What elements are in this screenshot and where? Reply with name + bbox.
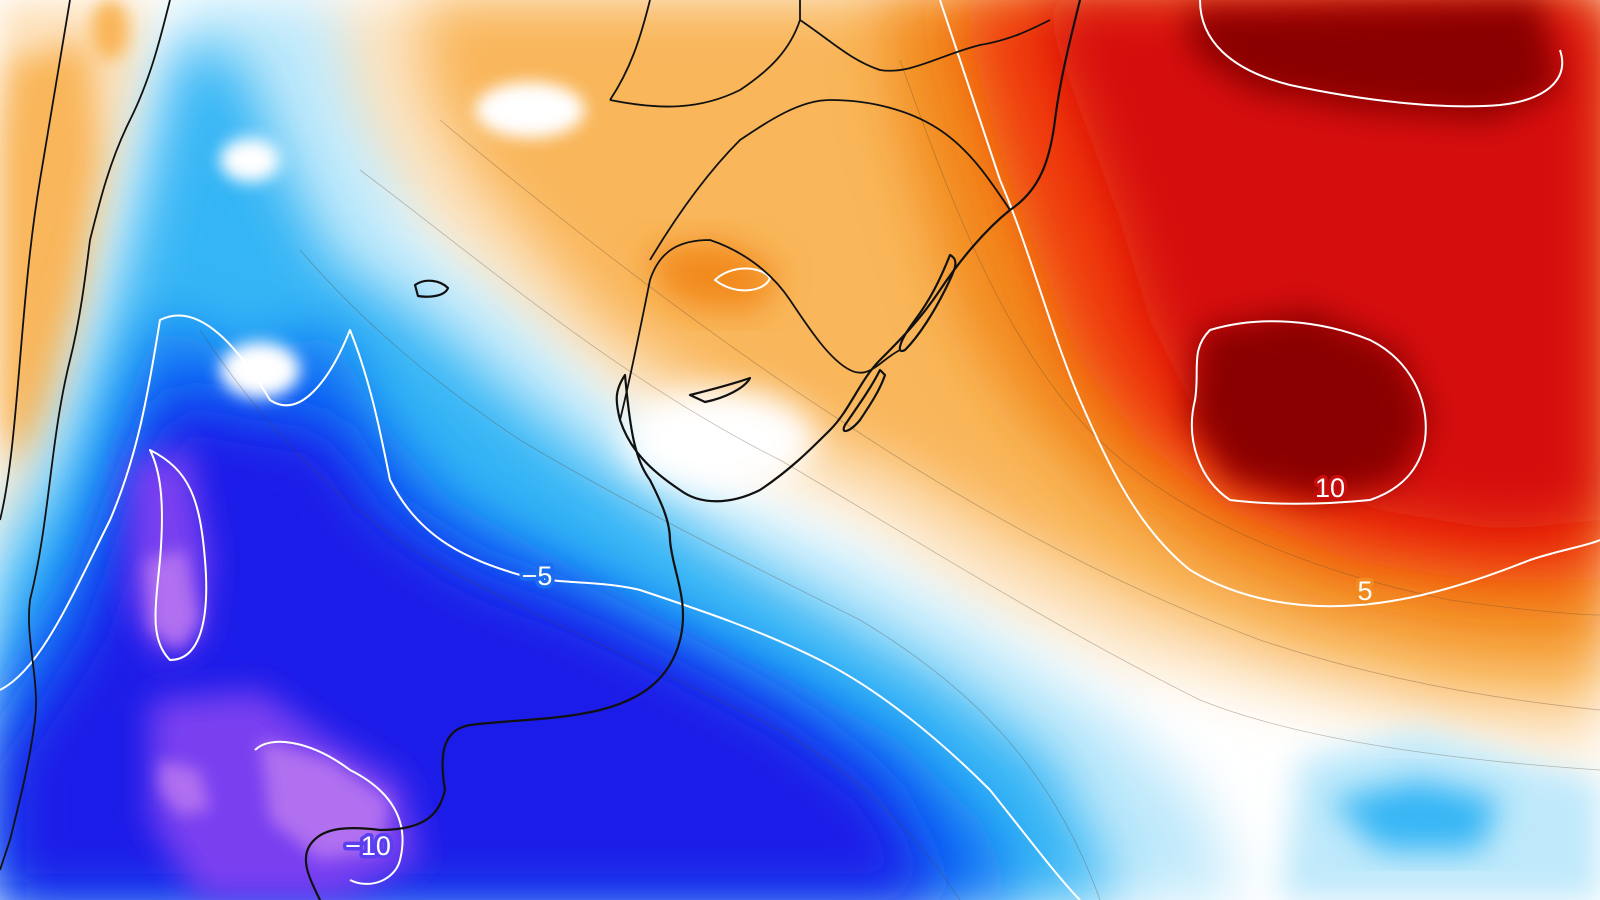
contour-label-halo-minus-10: −10 — [345, 831, 391, 861]
reservoir — [688, 376, 752, 404]
neutral-patches — [92, 0, 815, 490]
contour-label-plus-5: 5 — [1357, 576, 1372, 606]
isoline-minus-10 — [149, 449, 208, 661]
isoline-minus-10-south — [254, 740, 404, 885]
southern-brazil-border — [649, 99, 1011, 261]
contour-label-halo-minus-5: −5 — [522, 561, 553, 591]
fine-contours — [199, 59, 1600, 900]
isoline-plus-10 — [1190, 320, 1427, 505]
geographic-outlines — [0, 0, 1082, 900]
contour-label-halo-plus-10: 10 — [1315, 473, 1345, 503]
contour-label-minus-10: −10 — [345, 831, 391, 861]
mirim-lagoon — [842, 368, 887, 433]
contour-label-minus-5: −5 — [522, 561, 553, 591]
uruguay-border — [619, 239, 901, 421]
andes-border-west — [0, 0, 71, 521]
paraguay-border — [609, 0, 801, 108]
island — [413, 279, 450, 298]
contour-label-halo-plus-5: 5 — [1357, 576, 1372, 606]
andes-border — [0, 0, 171, 871]
isoline-minus-5 — [0, 314, 1081, 900]
brazil-state-border — [799, 19, 1051, 72]
patos-lagoon — [898, 253, 957, 353]
isoline-plus-10-small — [714, 267, 771, 292]
isoline-plus-10-north — [1199, 0, 1564, 108]
warm-anomaly-region — [0, 0, 1600, 760]
contour-label-plus-10: 10 — [1315, 473, 1345, 503]
isoline-plus-5 — [939, 0, 1600, 608]
